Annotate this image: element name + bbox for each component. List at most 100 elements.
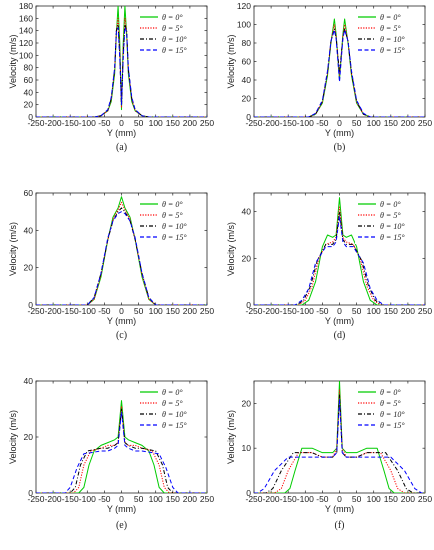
series-group: [36, 196, 207, 305]
y-tick-label: 0: [28, 488, 33, 498]
y-tick-label: 0: [28, 112, 33, 122]
y-tick-label: 40: [24, 225, 34, 235]
x-tick-label: -150: [280, 306, 297, 316]
y-tick-label: 40: [242, 207, 252, 217]
x-tick-label: -250: [245, 494, 262, 504]
series-line: [254, 29, 425, 117]
y-axis-label: Velocity (m/s): [226, 222, 236, 276]
chart-panel: -250 -200 -150 -100 -50 0 50 100 150 200 250 0 20 40 Y…: [226, 192, 432, 341]
y-tick-label: 140: [19, 26, 33, 36]
x-tick-label: -150: [280, 494, 297, 504]
x-tick-label: 0: [337, 306, 342, 316]
legend: θ = 0° θ = 5° θ = 10° θ = 15°: [137, 197, 203, 244]
x-tick-label: -150: [62, 118, 79, 128]
legend-label: θ = 0°: [380, 200, 401, 209]
x-tick-label: 50: [352, 306, 362, 316]
x-tick-label: -100: [79, 306, 96, 316]
x-tick-label: -200: [45, 494, 62, 504]
y-tick-label: 80: [242, 38, 252, 48]
x-tick-label: 150: [384, 494, 398, 504]
x-tick-label: -200: [263, 118, 280, 128]
legend-label: θ = 15°: [162, 421, 187, 430]
legend-box: [355, 385, 421, 432]
x-tick-label: -50: [316, 118, 329, 128]
y-tick-label: 20: [242, 94, 252, 104]
x-tick-label: 250: [200, 494, 214, 504]
x-tick-label: 250: [418, 118, 432, 128]
y-tick-label: 60: [24, 75, 34, 85]
y-tick-label: 60: [242, 57, 252, 67]
x-tick-label: -200: [45, 118, 62, 128]
legend-label: θ = 5°: [162, 24, 183, 33]
series-line: [36, 408, 207, 493]
x-tick-label: 100: [367, 306, 381, 316]
x-tick-label: -250: [27, 494, 44, 504]
y-tick-label: 40: [24, 87, 34, 97]
x-tick-label: 50: [352, 118, 362, 128]
legend-label: θ = 0°: [380, 13, 401, 22]
chart-panel: -250 -200 -150 -100 -50 0 50 100 150 200 250 0 10 20 Y…: [226, 380, 432, 531]
x-tick-label: -250: [245, 306, 262, 316]
x-tick-label: 250: [418, 306, 432, 316]
y-tick-label: 40: [24, 376, 34, 386]
series-line: [36, 400, 207, 493]
y-axis-label: Velocity (m/s): [226, 410, 236, 464]
x-tick-label: -150: [62, 306, 79, 316]
panel-caption: (f): [335, 520, 345, 531]
panel-caption: (a): [116, 142, 127, 153]
series-line: [254, 389, 425, 493]
legend-label: θ = 0°: [162, 200, 183, 209]
series-line: [254, 24, 425, 117]
legend: θ = 0° θ = 5° θ = 10° θ = 15°: [355, 385, 421, 432]
legend-label: θ = 10°: [380, 410, 405, 419]
legend-box: [137, 197, 203, 244]
chart-panel: -250 -200 -150 -100 -50 0 50 100 150 200 250 0 20 40 Y…: [8, 376, 214, 531]
x-tick-label: 200: [401, 306, 415, 316]
x-tick-label: 0: [337, 494, 342, 504]
x-tick-label: -200: [263, 494, 280, 504]
x-tick-label: -250: [27, 118, 44, 128]
y-tick-label: 120: [19, 38, 33, 48]
legend-label: θ = 15°: [380, 233, 405, 242]
y-tick-label: 60: [24, 188, 34, 198]
x-tick-label: -250: [245, 118, 262, 128]
legend-label: θ = 0°: [162, 13, 183, 22]
x-tick-label: 150: [384, 118, 398, 128]
x-tick-label: 100: [367, 494, 381, 504]
x-tick-label: 100: [367, 118, 381, 128]
y-tick-label: 0: [246, 488, 251, 498]
y-tick-label: 40: [242, 75, 252, 85]
x-tick-label: 100: [149, 118, 163, 128]
x-tick-label: 100: [149, 494, 163, 504]
legend-label: θ = 10°: [162, 35, 187, 44]
legend-label: θ = 10°: [380, 222, 405, 231]
x-axis-label: Y (mm): [325, 504, 354, 514]
legend-label: θ = 5°: [162, 211, 183, 220]
legend-box: [355, 10, 421, 57]
x-tick-label: -100: [297, 306, 314, 316]
x-tick-label: 100: [149, 306, 163, 316]
x-axis-label: Y (mm): [325, 316, 354, 326]
x-tick-label: 150: [166, 306, 180, 316]
x-tick-label: -100: [297, 118, 314, 128]
series-group: [254, 197, 425, 305]
x-axis-label: Y (mm): [107, 316, 136, 326]
x-tick-label: 250: [418, 494, 432, 504]
x-tick-label: 150: [384, 306, 398, 316]
series-group: [254, 381, 425, 493]
panel-caption: (b): [334, 142, 346, 153]
x-tick-label: 0: [119, 494, 124, 504]
series-line: [36, 211, 207, 305]
x-tick-label: 200: [183, 494, 197, 504]
y-tick-label: 100: [237, 20, 251, 30]
x-tick-label: 50: [134, 118, 144, 128]
legend: θ = 0° θ = 5° θ = 10° θ = 15°: [355, 10, 421, 57]
y-tick-label: 20: [242, 398, 252, 408]
legend-label: θ = 5°: [162, 399, 183, 408]
y-tick-label: 10: [242, 443, 252, 453]
series-line: [36, 201, 207, 305]
x-tick-label: 200: [401, 118, 415, 128]
legend-label: θ = 0°: [162, 388, 183, 397]
y-tick-label: 20: [24, 432, 34, 442]
